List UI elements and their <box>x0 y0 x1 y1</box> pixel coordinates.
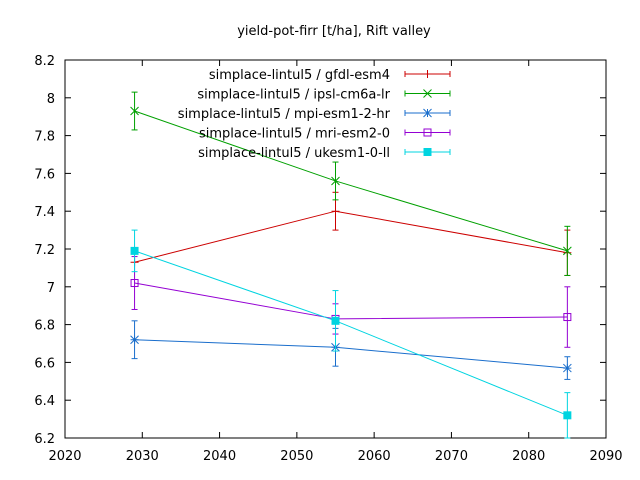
data-point <box>563 363 572 373</box>
data-point <box>130 279 139 288</box>
legend-label: simplace-lintul5 / ipsl-cm6a-lr <box>197 88 390 103</box>
marker-stroke <box>563 313 572 322</box>
marker-stroke <box>563 246 572 256</box>
legend-label: simplace-lintul5 / gfdl-esm4 <box>209 68 390 83</box>
legend-marker <box>423 128 432 137</box>
x-tick-label: 2020 <box>48 449 81 464</box>
series-line <box>134 210 568 263</box>
data-point <box>130 106 139 116</box>
series-3 <box>130 320 572 380</box>
marker-stroke <box>331 176 340 186</box>
series-5 <box>130 229 572 439</box>
marker-stroke <box>423 108 432 118</box>
legend-marker <box>423 70 432 78</box>
legend-entry-1: simplace-lintul5 / gfdl-esm4 <box>209 68 451 83</box>
chart-title: yield-pot-firr [t/ha], Rift valley <box>237 24 431 39</box>
y-tick-label: 7.2 <box>34 243 55 258</box>
marker-stroke <box>130 106 139 116</box>
marker-fill <box>423 148 432 156</box>
y-tick-label: 7.6 <box>34 167 55 182</box>
marker-stroke <box>423 128 432 137</box>
data-point <box>331 176 340 186</box>
x-tick-label: 2030 <box>126 449 159 464</box>
marker-stroke <box>423 70 432 78</box>
marker-stroke <box>331 207 340 216</box>
x-tick-label: 2060 <box>358 449 391 464</box>
data-point <box>130 335 139 345</box>
legend-label: simplace-lintul5 / mri-esm2-0 <box>199 127 390 142</box>
data-point <box>130 246 139 255</box>
marker-fill <box>331 316 340 325</box>
marker-stroke <box>130 335 139 345</box>
legend-label: simplace-lintul5 / mpi-esm1-2-hr <box>178 107 391 122</box>
series-4 <box>130 256 572 348</box>
series-line <box>134 339 568 369</box>
series-1 <box>130 191 572 276</box>
x-tick-label: 2080 <box>512 449 545 464</box>
marker-stroke <box>130 279 139 288</box>
data-point <box>331 207 340 216</box>
y-tick-label: 7.8 <box>34 130 55 145</box>
x-tick-label: 2040 <box>203 449 236 464</box>
y-tick-label: 8.2 <box>34 54 55 69</box>
legend-entry-2: simplace-lintul5 / ipsl-cm6a-lr <box>197 88 451 103</box>
series-line <box>134 282 568 320</box>
x-tick-label: 2090 <box>589 449 622 464</box>
y-tick-label: 7.4 <box>34 205 55 220</box>
legend-entry-3: simplace-lintul5 / mpi-esm1-2-hr <box>178 107 451 122</box>
data-point <box>331 316 340 325</box>
plot-area: 2020 2030 2040 2050 2060 2070 2080 2090 6.2 6.4 6.… <box>34 54 622 464</box>
legend-marker <box>423 148 432 156</box>
x-tick-label: 2050 <box>280 449 313 464</box>
marker-stroke <box>563 363 572 373</box>
series-2 <box>130 91 572 276</box>
y-tick-label: 6.6 <box>34 356 55 371</box>
data-point <box>563 411 572 420</box>
y-tick-label: 6.4 <box>34 394 55 409</box>
legend: simplace-lintul5 / gfdl-esm4 simplace-lin… <box>178 68 451 161</box>
series-line <box>134 250 568 416</box>
y-tick-label: 6.8 <box>34 319 55 334</box>
data-point <box>563 246 572 256</box>
legend-marker <box>423 108 432 118</box>
legend-marker <box>423 89 432 98</box>
y-tick-label: 8 <box>47 92 55 107</box>
y-tick-label: 7 <box>47 281 55 296</box>
legend-entry-5: simplace-lintul5 / ukesm1-0-ll <box>198 146 451 161</box>
legend-label: simplace-lintul5 / ukesm1-0-ll <box>198 146 390 161</box>
data-point <box>563 313 572 322</box>
x-tick-label: 2070 <box>435 449 468 464</box>
legend-entry-4: simplace-lintul5 / mri-esm2-0 <box>199 127 451 142</box>
marker-fill <box>130 246 139 255</box>
marker-stroke <box>423 89 432 98</box>
marker-fill <box>563 411 572 420</box>
y-tick-label: 6.2 <box>34 432 55 447</box>
